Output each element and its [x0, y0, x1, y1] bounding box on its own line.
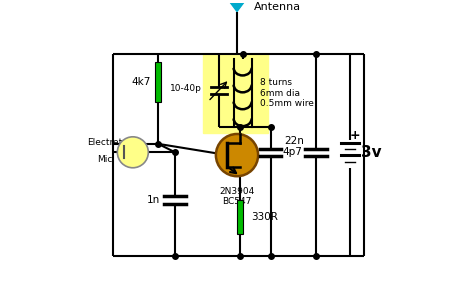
Circle shape — [216, 134, 258, 176]
Circle shape — [118, 137, 148, 168]
Text: BC547: BC547 — [222, 197, 252, 206]
Text: Electret: Electret — [87, 138, 122, 147]
Text: 10-40p: 10-40p — [170, 84, 202, 94]
Text: Mic: Mic — [97, 155, 112, 164]
Bar — [237, 200, 243, 234]
Text: 22n: 22n — [285, 136, 305, 146]
Text: 4p7: 4p7 — [282, 147, 302, 157]
Text: 8 turns
6mm dia
0.5mm wire: 8 turns 6mm dia 0.5mm wire — [260, 78, 313, 108]
Bar — [155, 62, 161, 102]
Text: Antenna: Antenna — [254, 2, 301, 12]
Text: 4k7: 4k7 — [132, 77, 151, 87]
Text: 3v: 3v — [361, 145, 382, 160]
Text: 330R: 330R — [251, 212, 278, 222]
Text: 1n: 1n — [146, 195, 160, 205]
Text: +: + — [350, 130, 361, 142]
Polygon shape — [224, 0, 250, 11]
Text: 2N3904: 2N3904 — [219, 188, 255, 196]
Bar — [203, 54, 268, 133]
